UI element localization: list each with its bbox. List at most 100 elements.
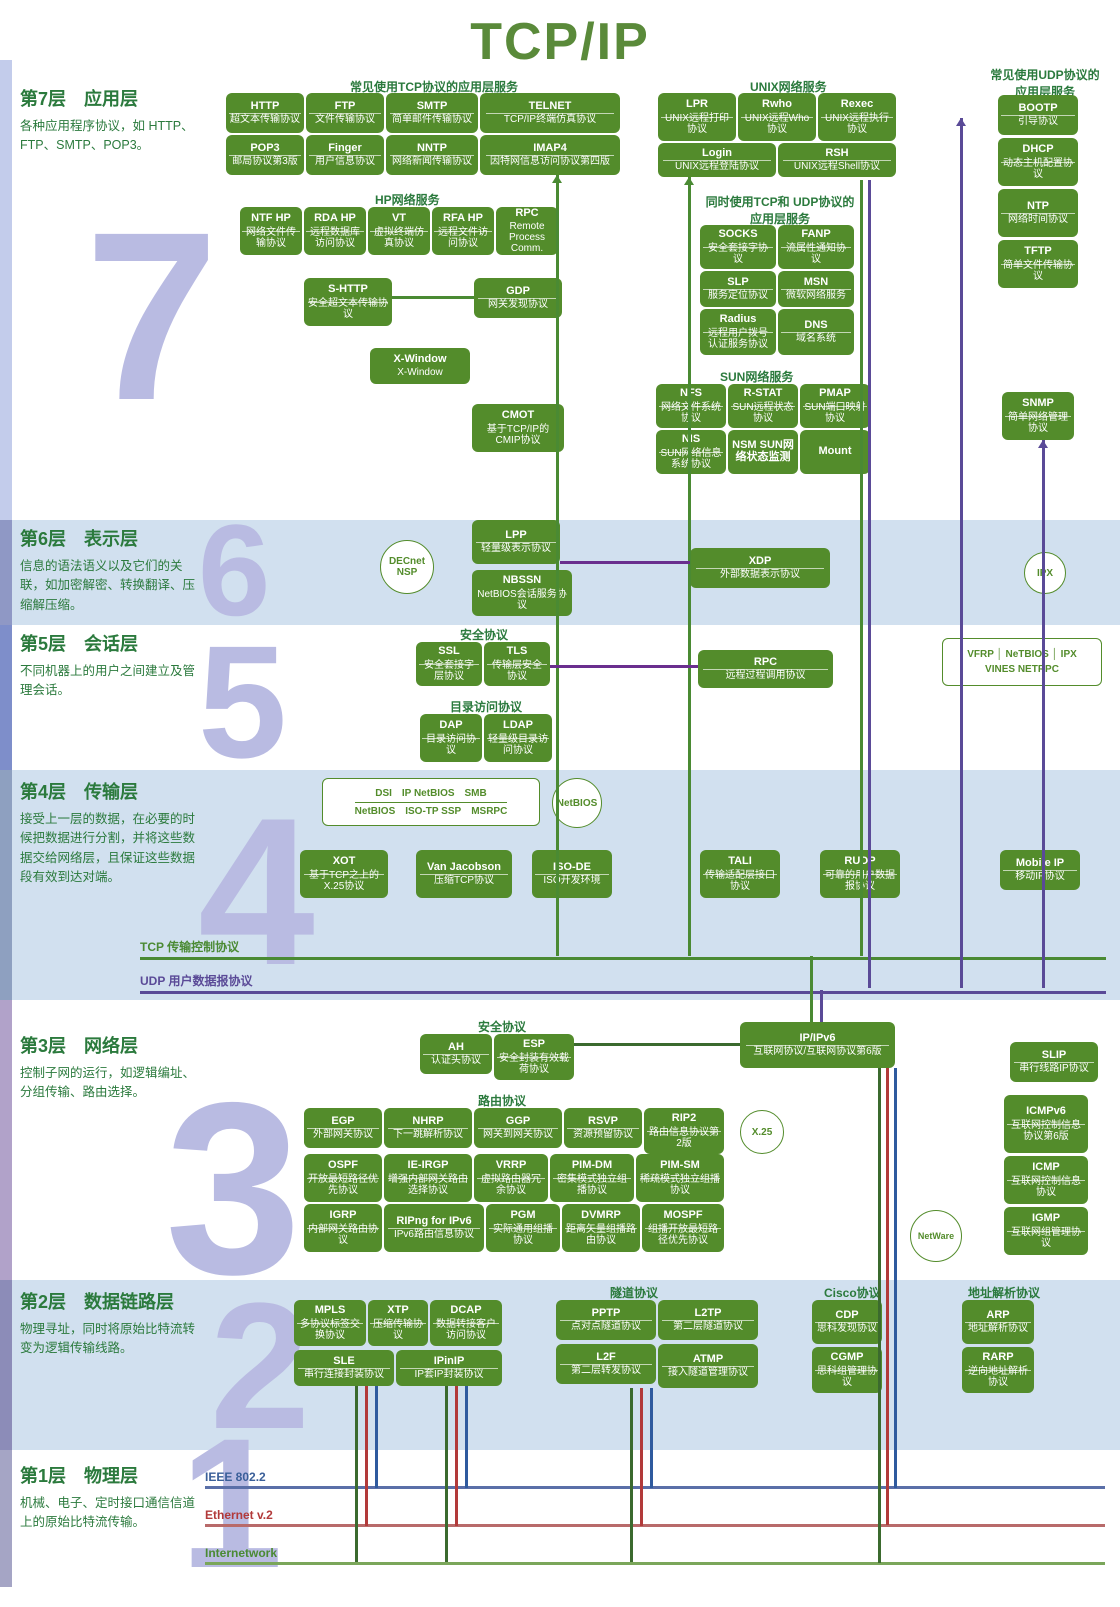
node-shttp: S-HTTP安全超文本传输协议 (304, 278, 392, 326)
node-ntp: NTP网络时间协议 (998, 189, 1078, 237)
node-decnet: DECnet NSP (380, 540, 434, 594)
node-igrp: IGRP内部网关路由协议 (304, 1204, 382, 1252)
node-tls: TLS传输层安全协议 (484, 642, 550, 686)
node-l2tp: L2TP第二层隧道协议 (658, 1300, 758, 1340)
harrow-2 (560, 561, 690, 564)
node-rexec: RexecUNIX远程执行协议 (818, 93, 896, 141)
grp-secnet: 安全协议 (478, 1018, 526, 1035)
node-socks: SOCKS安全套接字协议 (700, 225, 776, 269)
node-l2f: L2F第二层转发协议 (556, 1344, 656, 1384)
grp-sun: SUN网络服务 (720, 368, 793, 385)
node-vanj: Van Jacobson压缩TCP协议 (416, 850, 512, 898)
node-pgm: PGM实际通用组播协议 (486, 1204, 560, 1252)
node-dap: DAP目录访问协议 (420, 714, 482, 762)
flow-l2c (375, 1386, 378, 1488)
node-telnet: TELNETTCP/IP终端仿真协议 (480, 93, 620, 133)
node-pimdm: PIM-DM密集模式独立组播协议 (550, 1154, 634, 1202)
sideband-l6 (0, 520, 12, 625)
harrow-3 (550, 665, 698, 668)
main-title: TCP/IP (0, 12, 1120, 72)
node-nsmsun: NSM SUN网络状态监测 (728, 430, 798, 474)
node-pimsm: PIM-SM稀疏模式独立组播协议 (636, 1154, 724, 1202)
node-tftp: TFTP简单文件传输协议 (998, 240, 1078, 288)
node-rpc1: RPCRemote Process Comm. (496, 207, 558, 255)
node-rwho: RwhoUNIX远程Who协议 (738, 93, 816, 141)
flow-udpapps (960, 118, 963, 988)
node-rsh: RSHUNIX远程Shell协议 (778, 143, 896, 177)
arrow-imap (552, 175, 562, 183)
grp-hp: HP网络服务 (375, 191, 440, 208)
arrow-udpapps (956, 118, 966, 126)
arrow-unix (684, 177, 694, 185)
grp-sec: 安全协议 (460, 626, 508, 643)
node-finger: Finger用户信息协议 (306, 135, 384, 175)
node-icmp: ICMP互联网控制信息协议 (1004, 1156, 1088, 1204)
node-ftp: FTP文件传输协议 (306, 93, 384, 133)
layer6-num: 6 (198, 518, 270, 622)
node-atmp: ATMP接入隧道管理协议 (658, 1344, 758, 1388)
sideband-l1 (0, 1450, 12, 1587)
node-pop3: POP3邮局协议第3版 (226, 135, 304, 175)
flow-l2h (640, 1388, 643, 1526)
node-xdp: XDP外部数据表示协议 (690, 548, 830, 588)
node-ah: AH认证头协议 (420, 1034, 492, 1074)
node-sle: SLE串行连接封装协议 (294, 1350, 394, 1386)
inet-bar: Internetwork (205, 1546, 1105, 1565)
node-dhcp: DHCP动态主机配置协议 (998, 138, 1078, 186)
node-igmp: IGMP互联网组管理协议 (1004, 1207, 1088, 1255)
flow-dual-udp (868, 180, 871, 988)
node-cgmp: CGMP思科组管理协议 (812, 1347, 882, 1393)
node-ipx: IPX (1024, 552, 1066, 594)
eth-bar: Ethernet v.2 (205, 1508, 1105, 1527)
arrow-snmp (1038, 440, 1048, 448)
sideband-l3 (0, 1000, 12, 1280)
node-http: HTTP超文本传输协议 (226, 93, 304, 133)
node-slip: SLIP串行线路IP协议 (1010, 1042, 1098, 1082)
node-rfahp: RFA HP远程文件访问协议 (432, 207, 494, 255)
node-pptp: PPTP点对点隧道协议 (556, 1300, 656, 1340)
grp-tun: 隧道协议 (610, 1284, 658, 1301)
flow-ip-inet (878, 1068, 881, 1563)
node-vfrp-group: VFRP │ NeTBIOS │ IPX VINES NETRPC (942, 638, 1102, 686)
flow-dual-tcp (860, 180, 863, 956)
node-l4-white: DSIIP NetBIOSSMB NetBIOSISO-TP SSPMSRPC (322, 778, 540, 826)
node-xot: XOT基于TCP之上的X.25协议 (300, 850, 388, 898)
grp-tcpudp: 同时使用TCP和 UDP协议的应用层服务 (705, 193, 855, 227)
sideband-l4 (0, 770, 12, 1000)
layer7-label: 第7层 应用层各种应用程序协议，如 HTTP、FTP、SMTP、POP3。 (20, 85, 195, 156)
layer5-num: 5 (198, 638, 287, 766)
node-msn: MSN微软网络服务 (778, 271, 854, 307)
sideband-l5 (0, 625, 12, 770)
node-x25: X.25 (740, 1110, 784, 1154)
harrow-1 (392, 296, 474, 299)
node-slp: SLP服务定位协议 (700, 271, 776, 307)
node-ripng: RIPng for IPv6IPv6路由信息协议 (384, 1204, 484, 1252)
node-dns: DNS域名系统 (778, 309, 854, 355)
node-rsvp: RSVP资源预留协议 (564, 1108, 642, 1148)
node-esp: ESP安全封装有效载荷协议 (494, 1034, 574, 1080)
node-rip2: RIP2路由信息协议第2版 (644, 1108, 724, 1154)
flow-ip-ieee (894, 1068, 897, 1488)
node-egp: EGP外部网关协议 (304, 1108, 382, 1148)
node-arp: ARP地址解析协议 (962, 1300, 1034, 1344)
node-mospf: MOSPF组播开放最短路径优先协议 (642, 1204, 724, 1252)
node-snmp: SNMP简单网络管理协议 (1002, 392, 1074, 440)
node-ipinip: IPinIPIP套IP封装协议 (396, 1350, 502, 1386)
node-cmot: CMOT基于TCP/IP的CMIP协议 (472, 404, 564, 452)
layer2-label: 第2层 数据链路层物理寻址，同时将原始比特流转变为逻辑传输线路。 (20, 1288, 195, 1359)
node-gdp: GDP网关发现协议 (474, 278, 562, 318)
layer3-num: 3 (165, 1090, 301, 1286)
flow-ip-eth (886, 1068, 889, 1525)
node-vrrp: VRRP虚拟路由器冗余协议 (474, 1154, 548, 1202)
node-icmpv6: ICMPv6互联网控制信息协议第6版 (1004, 1095, 1088, 1153)
node-cdp: CDP思科发现协议 (812, 1300, 882, 1344)
grp-dir: 目录访问协议 (450, 698, 522, 715)
layer5-label: 第5层 会话层不同机器上的用户之间建立及管理会话。 (20, 630, 195, 701)
layer6-label: 第6层 表示层信息的语法语义以及它们的关联，如加密解密、转换翻译、压缩解压缩。 (20, 525, 195, 615)
node-isode: ISO-DEISO开发环境 (532, 850, 612, 898)
node-rarp: RARP逆向地址解析协议 (962, 1347, 1034, 1393)
node-lpr: LPRUNIX远程打印协议 (658, 93, 736, 141)
layer7-num: 7 (85, 220, 218, 412)
node-xtp: XTP压缩传输协议 (368, 1300, 428, 1346)
grp-arp: 地址解析协议 (968, 1284, 1040, 1301)
